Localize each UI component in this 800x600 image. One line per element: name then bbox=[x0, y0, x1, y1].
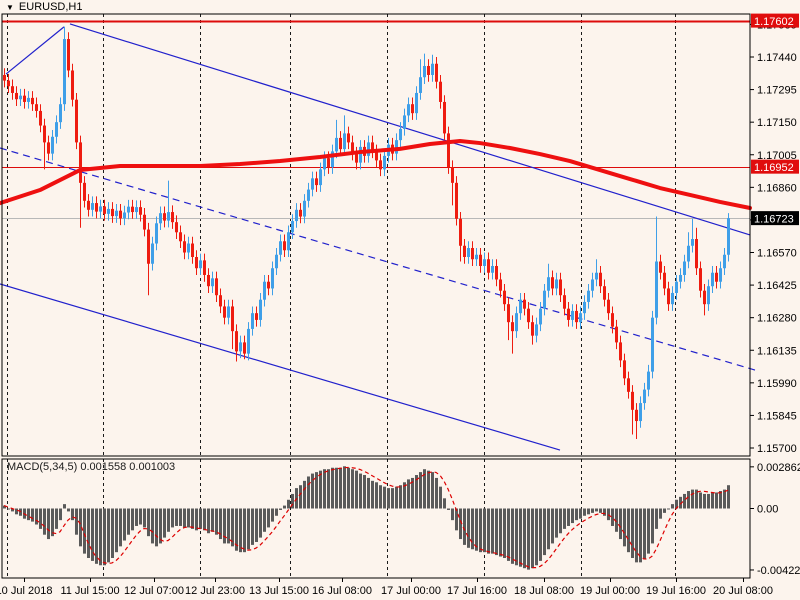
price-tick-label: 1.16570 bbox=[757, 248, 797, 260]
time-axis-label[interactable]: 11 Jul 15:00 bbox=[60, 585, 119, 597]
current-price-badge bbox=[751, 211, 799, 226]
price-tick-label: 1.16280 bbox=[757, 313, 797, 325]
time-axis-label[interactable]: 19 Jul 16:00 bbox=[646, 585, 706, 597]
moving-average-line[interactable] bbox=[0, 139, 752, 211]
time-axis-label[interactable]: 20 Jul 08:00 bbox=[713, 585, 773, 597]
price-tick-label: 1.15845 bbox=[757, 410, 797, 422]
trendline-solid[interactable] bbox=[0, 283, 561, 451]
price-tick-label: 1.16425 bbox=[757, 280, 797, 292]
price-badge-label: 1.16723 bbox=[754, 214, 794, 226]
macd-tick-label: -0.004223 bbox=[757, 565, 800, 577]
level-price-badge bbox=[751, 159, 799, 174]
time-axis-label[interactable]: 19 Jul 00:00 bbox=[580, 585, 640, 597]
price-tick-label: 1.17150 bbox=[757, 117, 797, 129]
main-pane-frame bbox=[1, 13, 751, 457]
macd-histogram[interactable] bbox=[3, 466, 730, 570]
price-tick-label: 1.15700 bbox=[757, 443, 797, 455]
price-tick-label: 1.15990 bbox=[757, 378, 797, 390]
price-tick-label: 1.17295 bbox=[757, 85, 797, 97]
time-axis-label[interactable]: 13 Jul 15:00 bbox=[249, 585, 309, 597]
level-price-badge bbox=[751, 13, 799, 28]
time-axis-label[interactable]: 17 Jul 00:00 bbox=[381, 585, 441, 597]
symbol-label: ▼ EURUSD,H1 bbox=[6, 1, 83, 13]
trendline-solid[interactable] bbox=[5, 26, 65, 75]
macd-pane-frame bbox=[1, 458, 751, 579]
chart-dropdown-icon[interactable]: ▼ bbox=[6, 2, 14, 12]
macd-tick-label: 0.00 bbox=[757, 504, 778, 516]
candlestick-series[interactable] bbox=[3, 26, 730, 440]
time-axis-label[interactable]: 10 Jul 2018 bbox=[0, 585, 52, 597]
time-axis-label[interactable]: 17 Jul 16:00 bbox=[447, 585, 507, 597]
macd-indicator-label: MACD(5,34,5) 0.001558 0.001003 bbox=[7, 461, 176, 473]
price-tick-label: 1.17440 bbox=[757, 52, 797, 64]
symbol-timeframe-text: EURUSD,H1 bbox=[18, 1, 83, 13]
trendline-solid[interactable] bbox=[69, 23, 751, 236]
price-badge-label: 1.17602 bbox=[754, 16, 794, 28]
price-tick-label: 1.16135 bbox=[757, 345, 797, 357]
macd-signal-line bbox=[3, 466, 729, 569]
time-axis-label[interactable]: 16 Jul 08:00 bbox=[312, 585, 372, 597]
price-tick-label: 1.17005 bbox=[757, 150, 797, 162]
macd-tick-label: 0.002862 bbox=[757, 462, 800, 474]
price-badge-label: 1.16952 bbox=[754, 162, 794, 174]
time-axis-label[interactable]: 12 Jul 07:00 bbox=[124, 585, 184, 597]
time-axis-label[interactable]: 12 Jul 23:00 bbox=[185, 585, 245, 597]
price-tick-label: 1.16860 bbox=[757, 182, 797, 194]
time-axis-label[interactable]: 18 Jul 08:00 bbox=[514, 585, 574, 597]
